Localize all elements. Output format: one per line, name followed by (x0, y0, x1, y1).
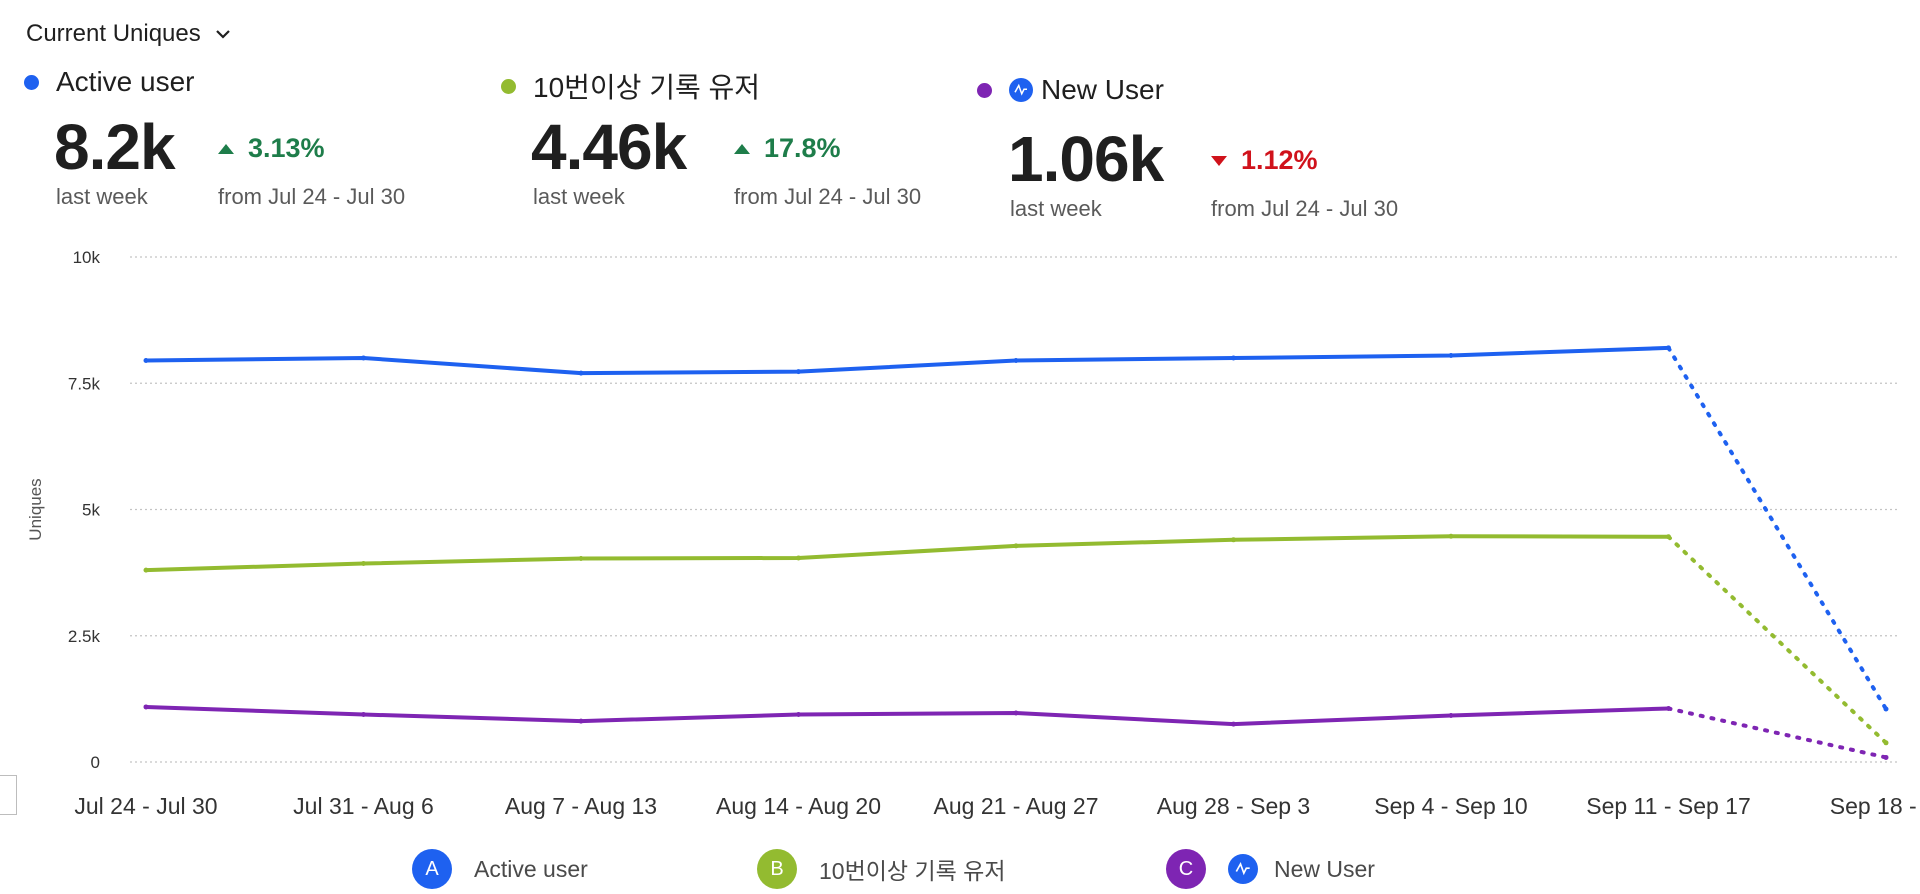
y-tick-label: 7.5k (68, 374, 101, 393)
x-tick-label: Jul 24 - Jul 30 (74, 793, 217, 819)
kpi-value: 1.06k (1008, 123, 1164, 195)
data-point (361, 561, 366, 567)
kpi-header-active-user: Active user (24, 66, 195, 98)
kpi-delta-value: 3.13% (248, 133, 325, 163)
legend-item-new-user[interactable]: C New User (1166, 849, 1375, 889)
kpi-compare: from Jul 24 - Jul 30 (1211, 196, 1399, 221)
legend-item-10-records-user[interactable]: B 10번이상 기록 유저 (757, 849, 1005, 889)
legend-badge-b: B (757, 849, 797, 889)
kpi-name: 10번이상 기록 유저 (533, 72, 761, 103)
x-tick-label: Aug 28 - Sep 3 (1157, 793, 1310, 819)
data-point (1231, 721, 1236, 727)
kpi-compare: from Jul 24 - Jul 30 (218, 184, 406, 209)
kpi-value: 4.46k (531, 111, 687, 183)
kpi-name: New User (1041, 74, 1164, 105)
kpi-delta-value: 17.8% (764, 133, 841, 163)
series-color-dot (977, 82, 992, 98)
x-tick-label: Aug 21 - Aug 27 (934, 793, 1099, 819)
x-tick-label: Sep 18 - ... (1830, 793, 1920, 819)
trend-down-icon (1211, 155, 1227, 166)
data-point (1448, 352, 1454, 358)
line-chart[interactable]: 0 2.5k 5k 7.5k 10k Uniques Jul 24 - Jul 30 Jul … (0, 230, 1920, 830)
data-point (361, 712, 366, 718)
y-axis-label: Uniques (26, 478, 45, 540)
data-point (143, 358, 149, 364)
kpi-delta: 3.13% (218, 133, 325, 164)
trend-up-icon (218, 143, 234, 154)
x-tick-label: Sep 4 - Sep 10 (1374, 793, 1527, 819)
series-line (144, 534, 1671, 573)
data-point (361, 355, 366, 361)
y-tick-label: 2.5k (68, 627, 101, 646)
series-line-incomplete (1666, 534, 1888, 745)
y-tick-label: 0 (91, 753, 100, 772)
series-line-incomplete (1666, 706, 1888, 760)
data-point (143, 704, 149, 710)
data-point (1448, 713, 1454, 719)
data-point (796, 712, 801, 718)
series-line (144, 345, 1671, 376)
data-point (796, 369, 801, 375)
x-tick-label: Aug 14 - Aug 20 (716, 793, 881, 819)
series-color-dot (24, 74, 39, 90)
legend-label: 10번이상 기록 유저 (819, 858, 1006, 884)
kpi-period: last week (533, 184, 625, 209)
trend-up-icon (734, 143, 750, 154)
data-point (1231, 355, 1236, 361)
series-line (144, 704, 1671, 727)
legend-badge-c: C (1166, 849, 1206, 889)
y-tick-label: 10k (73, 248, 101, 267)
kpi-delta: 17.8% (734, 133, 841, 164)
data-point (578, 370, 584, 376)
data-point (1013, 358, 1019, 364)
series-line-incomplete (1666, 345, 1888, 711)
data-point (1883, 754, 1889, 760)
data-point (143, 567, 149, 573)
legend-label: Active user (474, 855, 588, 882)
kpi-period: last week (1010, 196, 1102, 221)
x-tick-label: Sep 11 - Sep 17 (1586, 793, 1751, 819)
kpi-name: Active user (56, 66, 195, 97)
data-point (1666, 705, 1671, 711)
y-tick-label: 5k (82, 501, 100, 520)
panel-resize-handle[interactable] (0, 775, 17, 815)
data-point (578, 555, 584, 561)
kpi-header-10-records-user: 10번이상 기록 유저 (501, 66, 760, 106)
kpi-compare: from Jul 24 - Jul 30 (734, 184, 922, 209)
kpi-value: 8.2k (54, 111, 176, 183)
data-point (1013, 543, 1019, 549)
data-point (1883, 740, 1889, 746)
metric-selector-dropdown[interactable]: Current Uniques (26, 20, 233, 48)
legend-badge-a: A (412, 849, 452, 889)
data-point (578, 718, 584, 724)
kpi-period: last week (56, 184, 148, 209)
data-point (796, 555, 801, 561)
kpi-delta: 1.12% (1211, 145, 1318, 176)
amplitude-logo-icon (1228, 854, 1258, 884)
data-point (1231, 537, 1236, 543)
data-point (1448, 533, 1454, 539)
kpi-header-new-user: New User (977, 74, 1164, 106)
data-point (1883, 706, 1889, 712)
metric-selector-label: Current Uniques (26, 20, 201, 47)
legend-label: New User (1274, 855, 1375, 882)
legend-item-active-user[interactable]: A Active user (412, 849, 588, 889)
data-point (1666, 534, 1671, 540)
data-point (1666, 345, 1671, 351)
x-tick-label: Aug 7 - Aug 13 (505, 793, 657, 819)
amplitude-logo-icon (1009, 78, 1033, 102)
kpi-delta-value: 1.12% (1241, 145, 1318, 175)
chevron-down-icon (215, 30, 230, 39)
series-color-dot (501, 78, 516, 94)
x-tick-label: Jul 31 - Aug 6 (293, 793, 434, 819)
data-point (1013, 710, 1019, 716)
